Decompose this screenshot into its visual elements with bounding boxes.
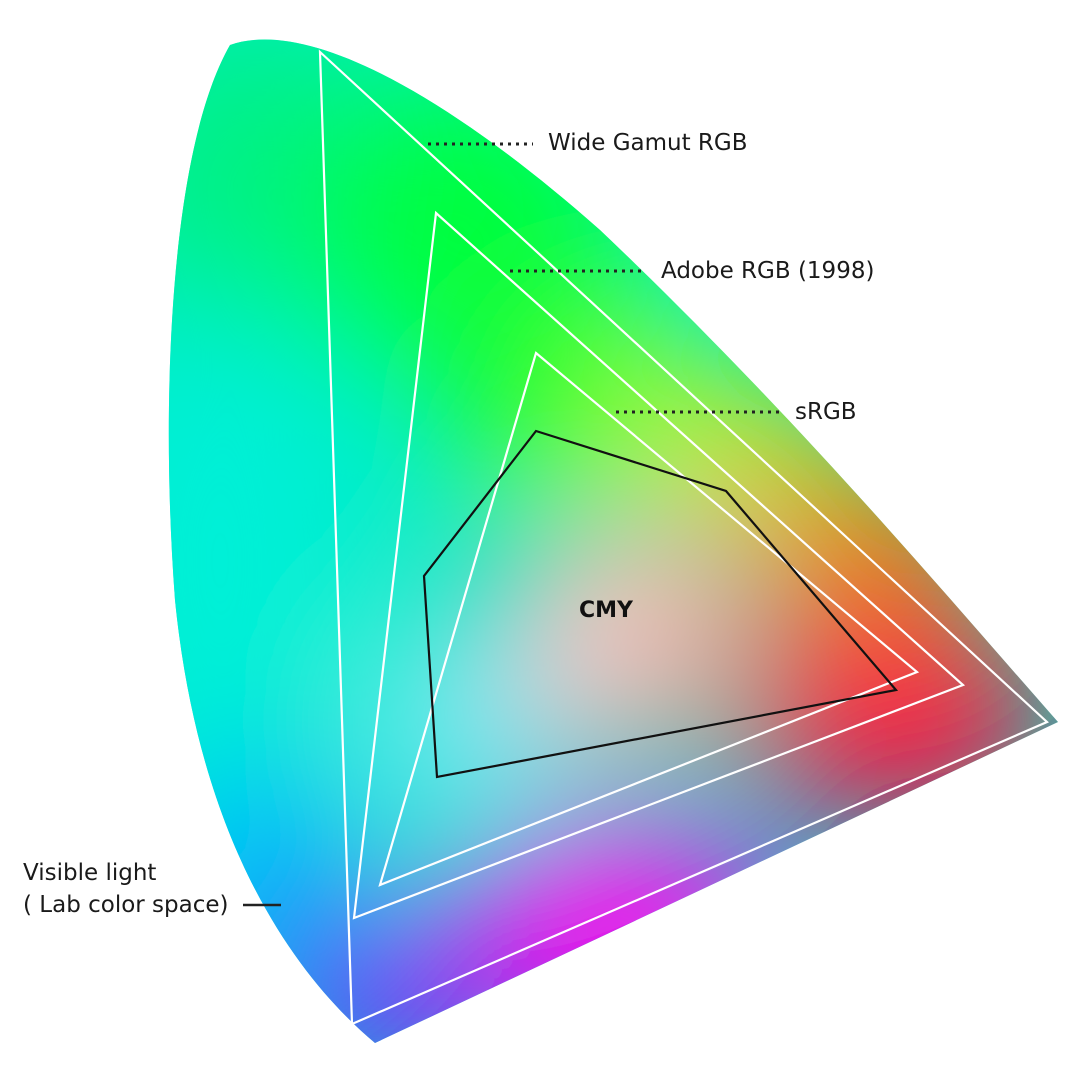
wide-gamut-label: Wide Gamut RGB <box>548 130 748 156</box>
visible-light-label-line2: ( Lab color space) <box>23 892 229 918</box>
srgb-label: sRGB <box>795 399 857 425</box>
adobe-rgb-outline <box>352 210 966 920</box>
cmy-label: CMY <box>579 598 634 623</box>
wide-gamut-rgb-outline <box>318 49 1049 1026</box>
cmy-outline <box>422 429 899 779</box>
visible-light-label-line1: Visible light <box>23 860 156 886</box>
adobe-rgb-label: Adobe RGB (1998) <box>661 258 874 284</box>
srgb-outline <box>378 351 920 887</box>
